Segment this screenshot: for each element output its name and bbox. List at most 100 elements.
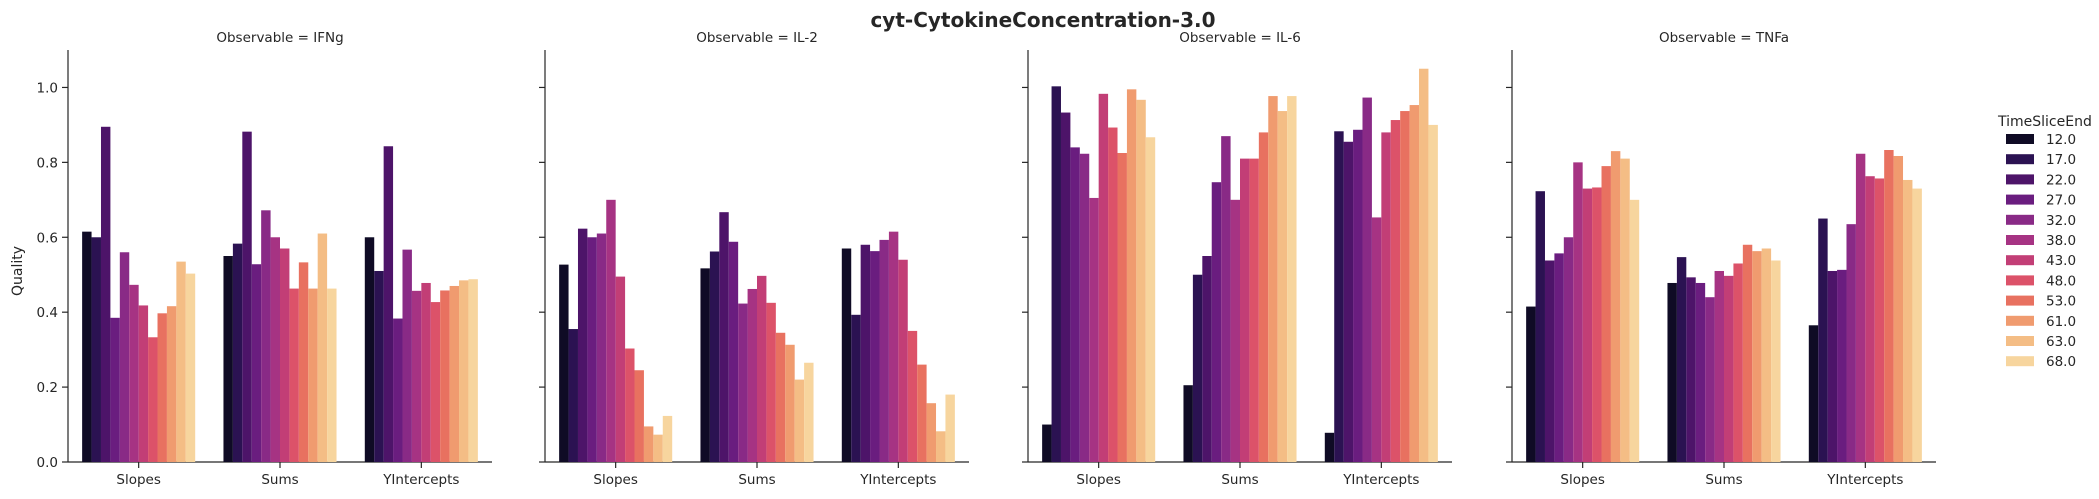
x-tick-label: YIntercepts [1826,472,1903,488]
bar-yintercepts-43-0 [1865,176,1875,463]
bar-yintercepts-68-0 [1428,124,1438,462]
bar-yintercepts-68-0 [1912,188,1922,462]
bar-yintercepts-68-0 [468,279,478,462]
bar-yintercepts-12-0 [1324,432,1335,462]
legend-label: 63.0 [2046,334,2076,350]
bar-slopes-63-0 [1620,158,1630,463]
facet-title: Observable = TNFa [1659,30,1789,46]
bar-yintercepts-22-0 [1827,270,1838,462]
bar-sums-63-0 [1277,111,1288,463]
bar-yintercepts-27-0 [870,251,880,462]
x-tick-label: YIntercepts [1342,472,1419,488]
bar-slopes-27-0 [1070,147,1080,462]
bar-sums-32-0 [1705,297,1715,462]
bar-yintercepts-48-0 [1390,120,1401,462]
legend-label: 68.0 [2046,354,2076,370]
bar-slopes-61-0 [1610,151,1621,463]
legend-swatch [2006,315,2034,326]
bar-sums-22-0 [242,131,252,462]
bar-slopes-17-0 [568,329,578,462]
legend-swatch [2006,275,2034,286]
bar-slopes-32-0 [596,233,607,462]
bar-yintercepts-22-0 [383,146,394,462]
bar-slopes-12-0 [1526,306,1536,462]
legend-swatch [2006,255,2034,266]
legend-swatch [2006,336,2034,346]
bar-slopes-48-0 [1592,187,1602,462]
bar-sums-17-0 [232,243,243,462]
bar-slopes-63-0 [653,434,663,462]
bar-sums-38-0 [747,288,757,462]
legend-title: TimeSliceEnd [1997,114,2092,130]
legend: TimeSliceEnd 12.0 17.0 22.0 27.0 32.0 38.0 43.… [1997,114,2092,370]
bar-slopes-61-0 [1126,89,1137,462]
bar-sums-38-0 [270,237,280,462]
legend-label: 12.0 [2046,132,2076,148]
bar-slopes-48-0 [1108,127,1118,462]
bar-sums-68-0 [1287,96,1297,462]
legend-swatch [2006,174,2034,185]
y-tick-label: 0.8 [37,155,58,171]
bar-slopes-32-0 [1079,153,1090,462]
bar-yintercepts-48-0 [1874,178,1885,462]
legend-swatch [2006,235,2034,245]
legend-label: 27.0 [2046,193,2076,209]
chart-title: cyt-CytokineConcentration-3.0 [870,8,1215,32]
bar-slopes-38-0 [1089,197,1099,463]
bar-sums-48-0 [289,288,299,462]
x-tick-label: Slopes [116,472,161,488]
bar-slopes-27-0 [587,237,597,462]
bar-slopes-17-0 [1535,191,1545,462]
bar-yintercepts-32-0 [1846,224,1856,462]
bar-sums-12-0 [1183,385,1193,462]
bar-slopes-12-0 [1042,424,1052,462]
legend-label: 32.0 [2046,213,2076,229]
bar-sums-61-0 [1268,96,1278,462]
bar-slopes-17-0 [1051,86,1061,463]
x-tick-label: Sums [1705,472,1742,488]
bar-yintercepts-53-0 [1400,111,1410,463]
legend-label: 53.0 [2046,294,2076,310]
bar-sums-32-0 [261,210,271,462]
bar-slopes-38-0 [606,199,616,462]
bar-sums-32-0 [1221,136,1231,463]
bar-yintercepts-32-0 [879,239,889,462]
bar-sums-12-0 [1667,282,1677,462]
bar-slopes-17-0 [91,237,101,462]
bar-slopes-48-0 [148,337,158,462]
bar-yintercepts-53-0 [917,364,927,462]
bar-slopes-32-0 [119,252,130,462]
facet-2: Observable = IL-6 Slopes Sums YIntercepts [1022,30,1452,488]
bar-yintercepts-53-0 [1884,150,1894,462]
bar-slopes-68-0 [1145,137,1156,462]
bar-yintercepts-17-0 [1334,131,1344,462]
bar-slopes-68-0 [662,415,673,462]
bar-yintercepts-63-0 [936,431,946,462]
bar-sums-61-0 [308,288,318,462]
legend-swatch [2006,154,2034,165]
bar-sums-27-0 [251,264,262,462]
bar-sums-32-0 [738,303,748,462]
bar-yintercepts-63-0 [459,280,469,462]
bar-yintercepts-48-0 [430,302,441,462]
bar-slopes-63-0 [1136,99,1146,462]
bar-yintercepts-27-0 [393,318,403,462]
legend-label: 48.0 [2046,273,2076,289]
bar-yintercepts-43-0 [1381,132,1391,462]
facet-0: Observable = IFNg 0.0 0.2 0.4 0.6 0.8 1.0 Slope… [37,30,492,488]
legend-label: 38.0 [2046,233,2076,249]
bar-yintercepts-38-0 [411,290,422,462]
x-tick-label: Sums [261,472,298,488]
bar-slopes-53-0 [634,370,644,462]
legend-swatch [2006,134,2034,144]
bar-slopes-53-0 [157,313,167,462]
bar-yintercepts-63-0 [1903,179,1913,462]
y-tick-label: 0.4 [37,305,58,321]
bar-yintercepts-61-0 [1409,105,1420,463]
bar-slopes-43-0 [615,276,626,462]
bar-yintercepts-32-0 [1362,97,1372,463]
x-tick-label: YIntercepts [859,472,936,488]
bar-yintercepts-17-0 [374,270,384,462]
bar-sums-63-0 [794,379,805,462]
